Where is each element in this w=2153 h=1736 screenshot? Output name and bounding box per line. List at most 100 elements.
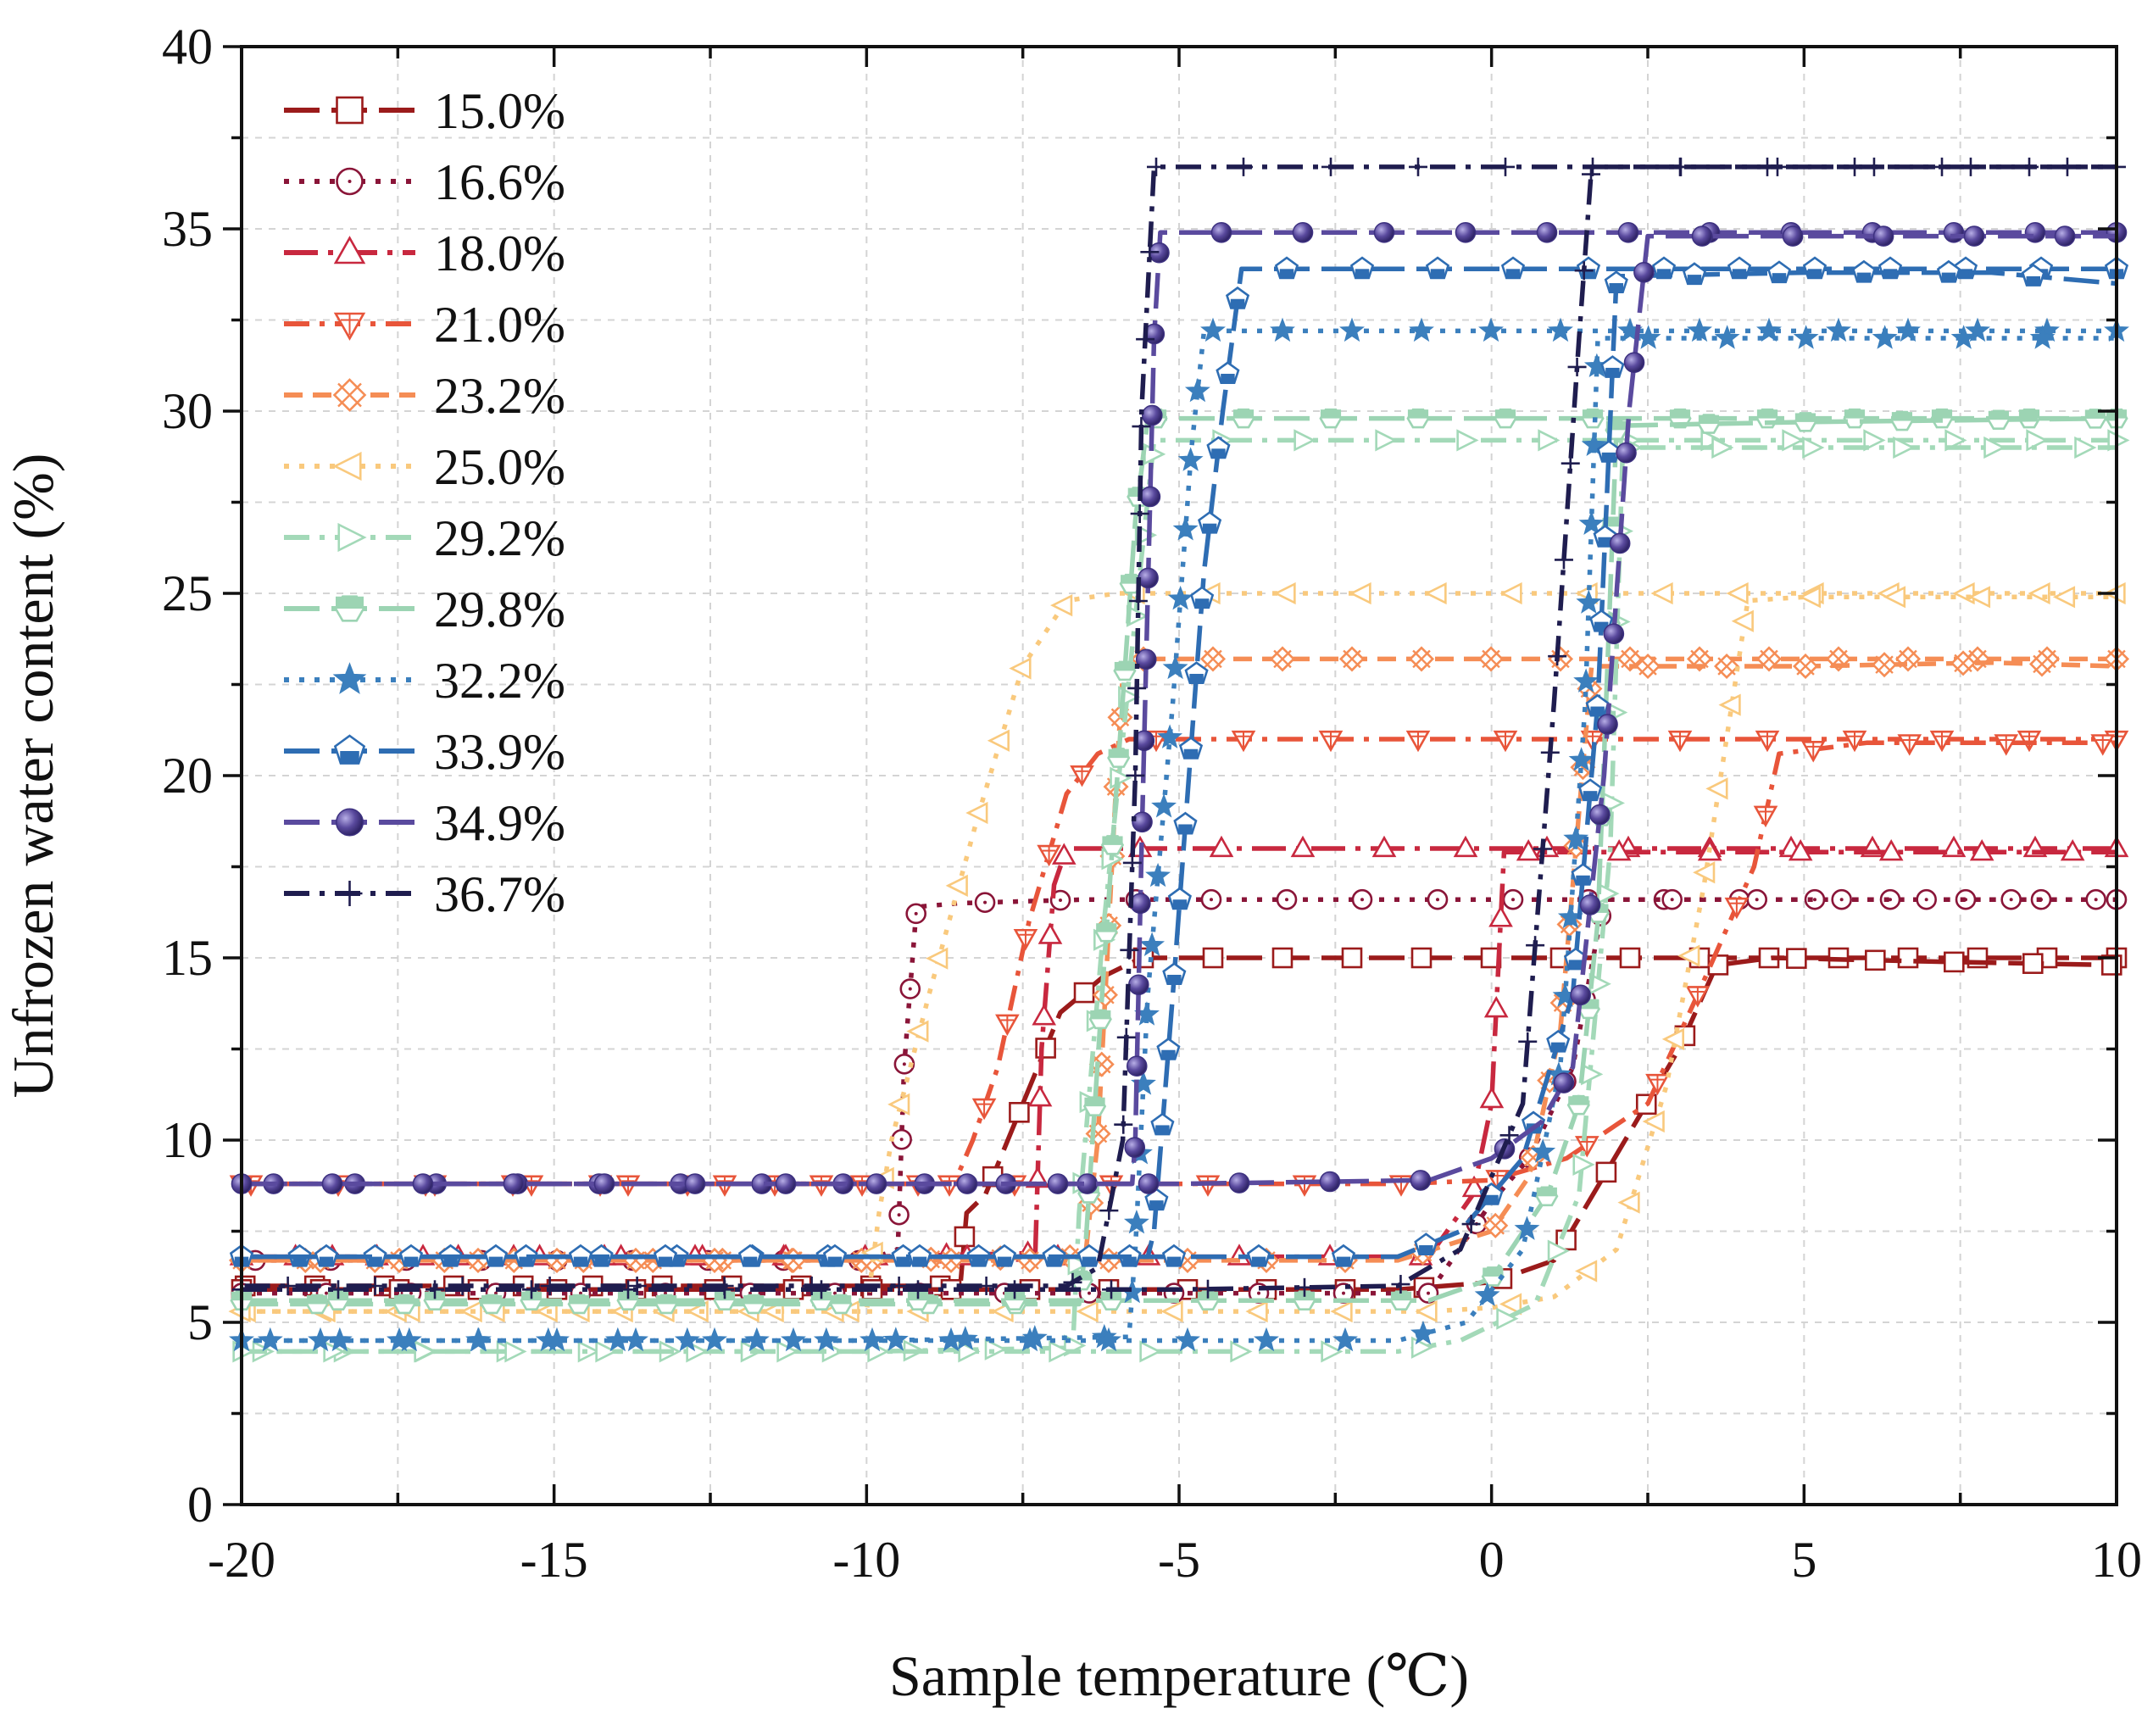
data-point: [1578, 778, 1603, 802]
data-point: [1453, 835, 1478, 858]
data-point: [1952, 581, 1975, 605]
data-point: [1576, 589, 1602, 614]
data-point: [1756, 317, 1782, 342]
data-point: [1606, 839, 1632, 861]
data-point: [1234, 157, 1253, 176]
data-point: [1499, 1126, 1519, 1145]
data-point: [1140, 242, 1160, 262]
data-point: [1561, 453, 1580, 473]
data-point: [1967, 586, 1991, 609]
data-point: [1788, 839, 1813, 861]
data-point: [595, 1340, 618, 1363]
data-point: [1119, 573, 1143, 594]
data-point: [308, 1327, 333, 1352]
data-point: [1871, 652, 1898, 678]
data-point: [1535, 1186, 1559, 1207]
data-point: [1872, 325, 1898, 349]
y-axis-title: Unfrozen water content (%): [1, 453, 65, 1099]
data-point: [1879, 888, 1901, 910]
data-point: [1548, 647, 1567, 666]
data-point: [1983, 436, 2006, 459]
data-point: [1943, 951, 1965, 973]
data-point: [1144, 1188, 1169, 1211]
data-point: [952, 1326, 978, 1350]
data-point: [1231, 730, 1256, 753]
legend-label: 29.8%: [434, 581, 565, 637]
data-point: [305, 1294, 329, 1315]
data-point: [465, 1327, 491, 1352]
data-point: [1190, 586, 1215, 609]
data-point: [278, 1277, 298, 1295]
data-point: [1714, 325, 1740, 349]
data-point: [1697, 414, 1721, 434]
data-point: [1540, 743, 1560, 762]
data-point: [1122, 853, 1142, 872]
data-point: [1096, 1327, 1121, 1352]
data-point: [1782, 225, 1804, 247]
data-point: [627, 1277, 647, 1295]
data-point: [1567, 357, 1587, 376]
data-point: [1172, 516, 1199, 541]
data-point: [1162, 654, 1188, 680]
data-point: [522, 1280, 541, 1299]
data-point: [1793, 325, 1819, 349]
data-point: [653, 1244, 678, 1267]
data-point: [336, 167, 364, 196]
data-point: [1943, 222, 1965, 243]
data-point: [1581, 431, 1607, 457]
data-point: [1410, 1170, 1432, 1191]
data-point: [1726, 581, 1749, 605]
data-point: [1994, 734, 2019, 756]
data-point: [1650, 581, 1673, 605]
data-point: [1167, 585, 1193, 610]
data-point: [2000, 888, 2022, 910]
data-point: [1232, 408, 1255, 429]
data-point: [1339, 317, 1365, 342]
data-point: [1139, 932, 1166, 956]
data-point: [1883, 586, 1906, 609]
data-point: [1073, 982, 1095, 1004]
data-point: [365, 1277, 385, 1295]
data-point: [829, 1294, 853, 1315]
data-point: [1005, 1280, 1024, 1299]
data-point: [1132, 811, 1153, 833]
data-point: [543, 1247, 570, 1273]
data-point: [1038, 922, 1063, 944]
data-point: [1798, 586, 1822, 609]
data-point: [1254, 1327, 1279, 1352]
data-point: [1351, 888, 1373, 910]
data-point: [860, 1327, 885, 1352]
legend-label: 23.2%: [434, 368, 565, 424]
legend-item: 29.8%: [284, 581, 565, 637]
legend-label: 36.7%: [434, 866, 565, 922]
data-point: [1483, 1212, 1509, 1238]
data-point: [743, 1327, 770, 1352]
data-point: [1128, 591, 1148, 610]
axes: -20 -15 -10 -5 0 5 10 0 5 10 15 20 25 30 35 40: [162, 19, 2142, 1588]
legend-label: 32.2%: [434, 653, 565, 709]
legend-label: 15.0%: [434, 83, 565, 139]
data-point: [1318, 730, 1344, 753]
data-point: [544, 1327, 570, 1352]
legend-item: 33.9%: [284, 724, 565, 780]
data-point: [1714, 653, 1740, 680]
data-point: [503, 1173, 525, 1194]
data-point: [812, 1280, 831, 1299]
data-point: [1600, 355, 1625, 378]
data-point: [1132, 417, 1151, 437]
data-point: [1496, 157, 1515, 176]
data-point: [954, 1226, 976, 1248]
data-point: [702, 1327, 727, 1352]
legend-item: 29.2%: [284, 510, 565, 566]
data-point: [1389, 1290, 1413, 1310]
data-point: [1099, 1201, 1119, 1221]
data-point: [1126, 1055, 1148, 1077]
data-point: [1936, 259, 1961, 283]
data-point: [1391, 1275, 1410, 1294]
data-point: [332, 378, 367, 412]
data-point: [332, 662, 367, 694]
data-point: [1843, 408, 1866, 429]
legend-item: 23.2%: [284, 368, 565, 424]
data-point: [1225, 286, 1250, 309]
data-point: [329, 1280, 348, 1299]
